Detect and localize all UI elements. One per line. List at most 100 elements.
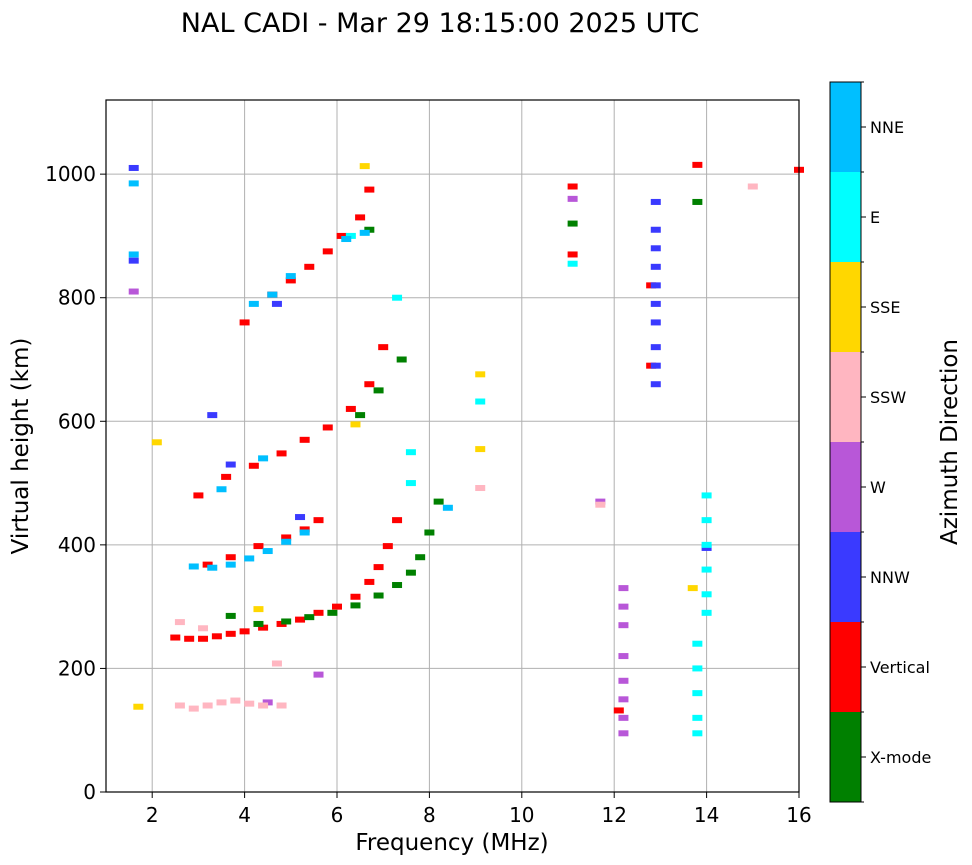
data-point — [313, 609, 324, 616]
data-point — [364, 226, 375, 233]
data-point — [258, 702, 269, 709]
data-point — [650, 381, 661, 388]
data-point — [350, 593, 361, 600]
x-axis-ticks: 2 4 6 8 10 12 14 16 — [146, 792, 812, 827]
data-point — [202, 702, 213, 709]
colorbar-swatch — [830, 712, 861, 802]
data-point — [281, 534, 292, 541]
data-point — [701, 591, 712, 598]
x-tick-label: 10 — [509, 803, 534, 827]
data-point — [373, 564, 384, 571]
data-point — [221, 473, 232, 480]
data-point — [364, 381, 375, 388]
data-point — [207, 564, 218, 571]
data-point — [692, 714, 703, 721]
y-tick-label: 200 — [58, 656, 96, 680]
data-point — [253, 543, 264, 550]
data-point — [304, 614, 315, 621]
data-point — [225, 630, 236, 637]
data-point — [392, 517, 403, 524]
data-point — [198, 635, 209, 642]
y-tick-label: 600 — [58, 409, 96, 433]
data-points — [128, 161, 804, 737]
data-point — [327, 609, 338, 616]
data-point — [359, 163, 370, 170]
colorbar-label: W — [870, 478, 886, 497]
data-point — [239, 628, 250, 635]
data-point — [650, 300, 661, 307]
data-point — [618, 603, 629, 610]
y-tick-label: 400 — [58, 533, 96, 557]
data-point — [618, 714, 629, 721]
y-tick-label: 800 — [58, 286, 96, 310]
data-point — [276, 450, 287, 457]
data-point — [364, 186, 375, 193]
data-point — [322, 248, 333, 255]
data-point — [285, 273, 296, 280]
x-axis-label: Frequency (MHz) — [355, 830, 548, 856]
data-point — [405, 449, 416, 456]
data-point — [692, 690, 703, 697]
data-point — [355, 412, 366, 419]
data-point — [650, 319, 661, 326]
data-point — [295, 616, 306, 623]
data-point — [299, 436, 310, 443]
colorbar-swatch — [830, 262, 861, 352]
data-point — [392, 294, 403, 301]
colorbar-label: SSE — [870, 298, 900, 317]
data-point — [341, 236, 352, 243]
series-x-mode — [225, 198, 703, 627]
colorbar-label: NNW — [870, 568, 910, 587]
data-point — [405, 569, 416, 576]
colorbar-swatch — [830, 352, 861, 442]
data-point — [253, 620, 264, 627]
data-point — [618, 730, 629, 737]
data-point — [345, 232, 356, 239]
colorbar-swatch — [830, 172, 861, 262]
colorbar-label: Vertical — [870, 658, 930, 677]
data-point — [350, 602, 361, 609]
data-point — [128, 180, 139, 187]
data-point — [433, 498, 444, 505]
data-point — [650, 344, 661, 351]
series-nne — [128, 180, 453, 571]
data-point — [216, 486, 227, 493]
data-point — [313, 517, 324, 524]
data-point — [225, 561, 236, 568]
data-point — [396, 356, 407, 363]
data-point — [701, 544, 712, 551]
data-point — [692, 161, 703, 168]
x-tick-label: 14 — [694, 803, 719, 827]
data-point — [595, 501, 606, 508]
data-point — [567, 260, 578, 267]
data-point — [692, 198, 703, 205]
data-point — [567, 251, 578, 258]
data-point — [299, 526, 310, 533]
data-point — [258, 455, 269, 462]
data-point — [271, 660, 282, 667]
data-point — [373, 387, 384, 394]
data-point — [225, 461, 236, 468]
series-sse — [133, 163, 698, 710]
data-point — [184, 635, 195, 642]
data-point — [692, 665, 703, 672]
series-w — [128, 195, 629, 737]
x-tick-label: 8 — [423, 803, 436, 827]
y-axis-ticks: 0 200 400 600 800 1000 — [45, 162, 106, 804]
data-point — [392, 582, 403, 589]
series-ssw — [174, 183, 758, 712]
data-point — [405, 480, 416, 487]
data-point — [133, 703, 144, 710]
data-point — [618, 585, 629, 592]
data-point — [567, 183, 578, 190]
data-point — [442, 504, 453, 511]
data-point — [253, 606, 264, 613]
data-point — [567, 195, 578, 202]
colorbar-swatch — [830, 82, 861, 172]
data-point — [475, 398, 486, 405]
data-point — [618, 622, 629, 629]
x-tick-label: 12 — [601, 803, 626, 827]
data-point — [475, 446, 486, 453]
data-point — [618, 653, 629, 660]
data-point — [285, 277, 296, 284]
